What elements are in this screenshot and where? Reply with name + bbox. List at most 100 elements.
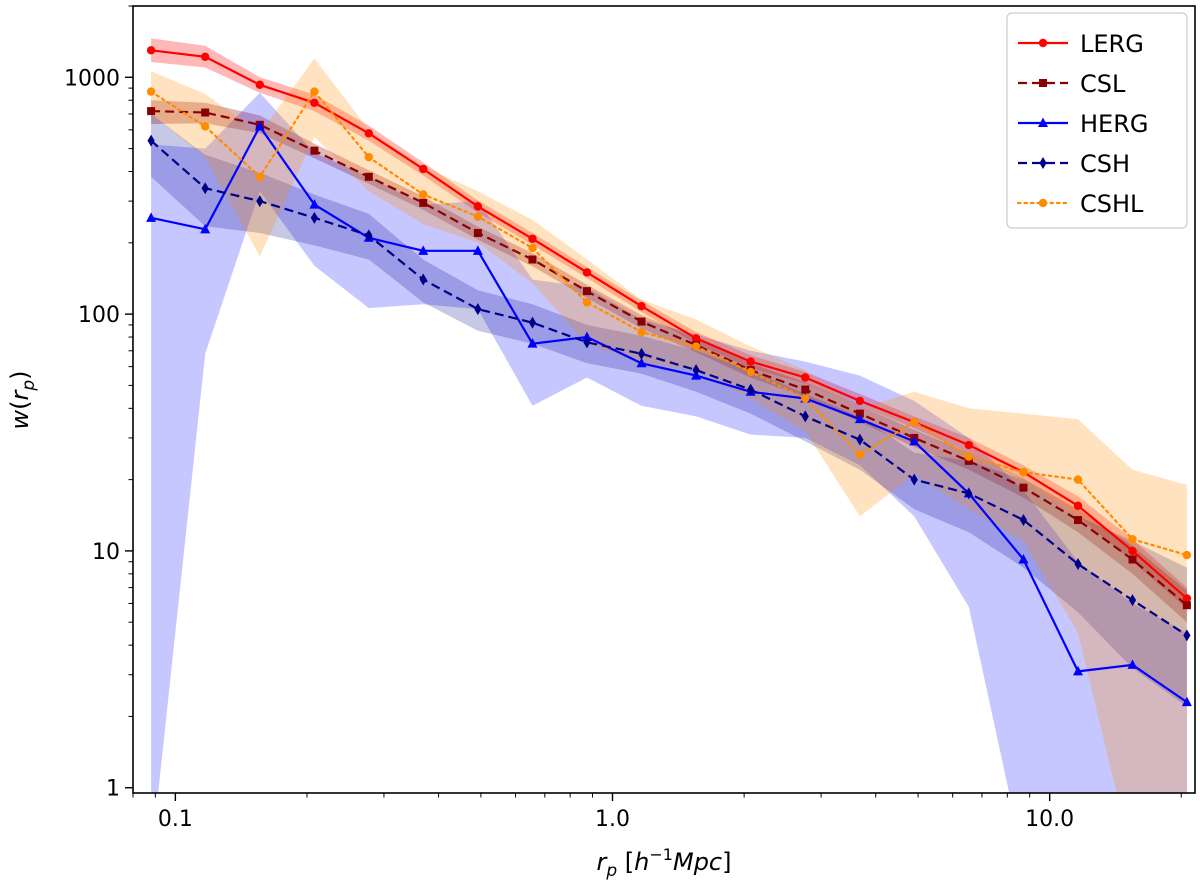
csh-point (474, 303, 482, 316)
cshl-point (310, 87, 319, 96)
lerg-line (150, 49, 1188, 600)
legend-item-csh: CSH (1018, 150, 1130, 178)
lerg-point (364, 129, 373, 138)
csl-point (201, 108, 210, 117)
lerg-point (200, 52, 210, 62)
y-tick-label: 1 (106, 777, 120, 802)
lerg-point (310, 98, 319, 108)
csh-point (637, 347, 646, 360)
csh-point (747, 383, 755, 396)
legend-item-cshl: CSHL (1016, 190, 1144, 218)
herg-point (527, 338, 538, 348)
lerg-point (855, 396, 865, 406)
herg-point (636, 357, 647, 368)
series-lines (150, 49, 1189, 704)
cshl-point (200, 122, 210, 131)
lerg-point (746, 357, 755, 366)
cshl-legend-label: CSHL (1080, 190, 1144, 218)
lerg-legend-marker (1038, 38, 1048, 48)
csh-point (310, 211, 319, 224)
csl-legend-label: CSL (1080, 70, 1126, 98)
lerg-point (255, 80, 264, 89)
csl-point (473, 229, 482, 238)
x-axis-label: rp [h−1Mpc] (597, 845, 732, 881)
csh-point (201, 182, 209, 195)
cshl-point (801, 394, 810, 403)
lerg-point (801, 373, 810, 382)
lerg-point (964, 440, 973, 450)
cshl-point (419, 190, 428, 199)
herg-line (150, 124, 1188, 704)
lerg-point (419, 164, 428, 174)
lerg-point (528, 234, 537, 243)
herg-legend-label: HERG (1080, 110, 1148, 138)
cshl-point (637, 327, 646, 337)
cshl-point (1073, 475, 1083, 484)
herg-point (581, 331, 592, 342)
csl-point (801, 385, 810, 394)
cshl-point (528, 243, 537, 253)
lerg-point (1182, 594, 1192, 603)
cshl-point (255, 172, 264, 182)
cshl-point (364, 152, 373, 162)
csl-point (1074, 516, 1083, 525)
csh-point (801, 410, 809, 423)
herg-point (1073, 665, 1084, 676)
y-tick-label: 100 (78, 303, 120, 328)
csl-point (419, 198, 428, 207)
legend-item-herg: HERG (1018, 110, 1148, 138)
cshl-point (746, 367, 755, 377)
herg-point (418, 245, 429, 255)
cshl-legend-marker (1038, 198, 1048, 208)
csh-point (856, 433, 864, 446)
y-tick-label: 1000 (64, 66, 120, 91)
cshl-point (910, 417, 919, 427)
csh-point (1019, 514, 1028, 527)
csl-point (1182, 601, 1191, 610)
series-markers (146, 46, 1192, 707)
cshl-point (473, 212, 483, 221)
csh-line (150, 139, 1188, 637)
cshl-point (964, 452, 973, 461)
csl-legend-marker (1039, 79, 1047, 87)
csl-point (310, 146, 319, 155)
cshl-point (582, 298, 592, 307)
csl-point (637, 317, 646, 326)
csl-line (151, 110, 1188, 607)
csl-point (1019, 483, 1028, 492)
lerg-point (582, 268, 592, 277)
csh-point (1074, 558, 1082, 571)
csl-point (1128, 555, 1137, 564)
csl-point (855, 409, 864, 418)
herg-point (309, 199, 320, 209)
herg-point (254, 120, 265, 131)
lerg-legend-label: LERG (1080, 30, 1144, 58)
cshl-point (1128, 535, 1137, 544)
csh-point (965, 487, 973, 500)
x-tick-label: 0.1 (158, 807, 193, 832)
x-tick-label: 1.0 (595, 807, 630, 832)
plot-frame (132, 5, 1196, 794)
cshl-point (1182, 550, 1192, 560)
cshl-point (855, 450, 865, 459)
axis-ticks: 0.1 1.0 10.0 1 10 100 1000 (64, 5, 1182, 832)
herg-point (472, 245, 483, 255)
cshl-point (1019, 467, 1028, 477)
csl-point (582, 287, 591, 296)
cshl-point (691, 342, 701, 351)
csh-point (528, 316, 537, 329)
y-tick-label: 10 (92, 540, 120, 565)
csh-point (692, 364, 700, 377)
csh-point (256, 195, 264, 208)
csh-point (910, 473, 918, 486)
herg-point (200, 223, 211, 234)
csh-point (365, 229, 373, 242)
herg-point (146, 212, 157, 222)
herg-point (909, 435, 920, 446)
herg-legend-marker (1038, 117, 1048, 127)
lerg-point (1073, 501, 1083, 511)
y-axis-label: w(rp) (6, 370, 39, 429)
legend-item-lerg: LERG (1018, 30, 1144, 58)
